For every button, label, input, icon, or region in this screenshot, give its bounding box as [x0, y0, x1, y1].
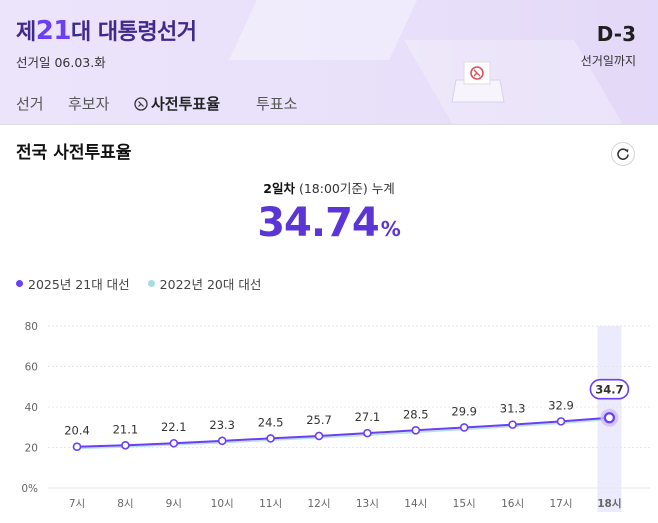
data-label: 20.4: [64, 424, 90, 438]
x-tick-label: 16시: [501, 498, 524, 510]
x-tick-label: 14시: [404, 498, 427, 510]
divider: [0, 124, 658, 125]
data-point: [411, 425, 421, 435]
refresh-button[interactable]: [611, 142, 635, 166]
data-label: 28.5: [403, 407, 429, 421]
page-title: 제21대 대통령선거: [16, 16, 197, 46]
data-label: 29.9: [451, 404, 477, 418]
tab-polling-stations[interactable]: 투표소: [256, 95, 298, 113]
ballot-box-illustration: [451, 61, 505, 103]
dday-counter: D-3: [596, 22, 636, 46]
series-line: [76, 418, 610, 450]
data-point: [169, 438, 179, 448]
data-point: [72, 442, 82, 451]
data-label: 21.1: [113, 422, 139, 436]
dday-caption: 선거일까지: [580, 54, 636, 68]
x-tick-label: 12시: [307, 498, 330, 510]
election-header: 제21대 대통령선거 선거일 06.03.화 D-3 선거일까지 선거 후보자 …: [0, 0, 658, 124]
data-point: [217, 436, 227, 446]
x-tick-label: 8시: [117, 498, 133, 510]
turnout-rate: 34.74%: [257, 200, 401, 246]
data-point: [556, 417, 566, 426]
x-tick-label: 10시: [211, 498, 234, 510]
day-label: 2일차 (18:00기준) 누계: [263, 181, 395, 196]
x-tick-label: 11시: [259, 498, 282, 510]
data-point: [266, 434, 275, 443]
y-tick-label: 60: [25, 362, 38, 374]
data-label-bubble: [589, 378, 630, 400]
legend-swatch: [16, 280, 23, 287]
legend-item-2022: 2022년 20대 대선: [147, 274, 261, 293]
y-tick-label: 40: [25, 402, 38, 414]
x-tick-label: 18시: [597, 498, 621, 510]
data-label: 32.9: [548, 398, 574, 412]
x-tick-label: 17시: [549, 498, 572, 510]
data-label: 31.3: [500, 402, 526, 416]
nav-tabs: 선거 후보자 사전투표율 투표소: [0, 88, 658, 124]
legend-swatch: [147, 280, 155, 287]
legend-item-2025: 2025년 21대 대선: [16, 274, 130, 293]
tab-election[interactable]: 선거: [16, 95, 44, 113]
data-point: [363, 428, 372, 438]
x-tick-label: 15시: [453, 498, 476, 510]
data-label: 34.7: [595, 383, 623, 397]
x-tick-label: 13시: [356, 498, 379, 510]
x-tick-label: 9시: [166, 498, 182, 510]
chart-legend: 2025년 21대 대선 2022년 20대 대선: [16, 274, 261, 293]
x-tick-label: 7시: [69, 498, 85, 510]
tab-early-voting-rate[interactable]: 사전투표율: [134, 92, 238, 124]
refresh-icon: [617, 148, 629, 160]
data-label: 24.5: [258, 415, 284, 429]
header-decoration: [229, 0, 431, 60]
data-label: 27.1: [355, 410, 381, 424]
series-line: [76, 416, 610, 448]
y-tick-label: 20: [25, 443, 38, 455]
data-point: [508, 420, 517, 429]
election-date: 선거일 06.03.화: [16, 55, 106, 70]
data-point: [314, 431, 324, 441]
data-label: 23.3: [209, 418, 235, 432]
data-point: [603, 412, 616, 424]
section-title: 전국 사전투표율: [16, 143, 132, 163]
data-label: 22.1: [161, 420, 187, 434]
data-point: [459, 423, 469, 432]
ballot-icon: [134, 94, 148, 118]
y-tick-label: 80: [25, 321, 38, 333]
turnout-line-chart: 80 60 40 20 0% 7시 8시 9시 10시 11시 12시 13시 14시 15시 16시 17시…: [21, 321, 650, 512]
data-point: [121, 440, 130, 450]
tab-candidates[interactable]: 후보자: [68, 95, 110, 113]
y-tick-label: 0%: [21, 483, 38, 495]
data-label: 25.7: [306, 413, 332, 427]
